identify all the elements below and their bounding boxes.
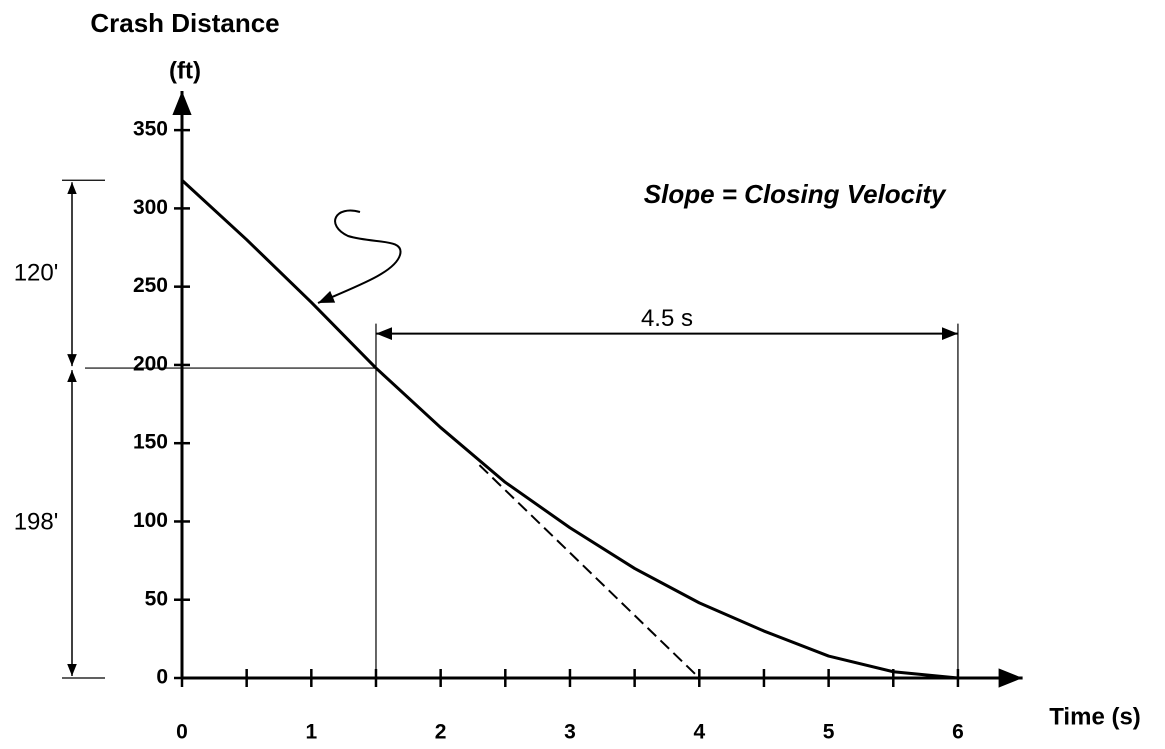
x-tick-label: 5: [823, 721, 835, 744]
x-axis-label: Time (s): [1049, 703, 1141, 730]
y-tick-label: 250: [133, 274, 168, 297]
y-tick-label: 300: [133, 196, 168, 219]
x-tick-label: 0: [176, 721, 188, 744]
x-tick-label: 1: [305, 721, 317, 744]
y-axis-label: (ft): [169, 57, 201, 84]
y-tick-label: 200: [133, 352, 168, 375]
y-tick-label: 0: [156, 666, 168, 689]
x-tick-label: 6: [952, 721, 964, 744]
line: [478, 464, 700, 679]
y-axis-label: Crash Distance: [90, 8, 279, 38]
dimension-label: 198': [14, 508, 59, 535]
y-tick-label: 150: [133, 431, 168, 454]
x-tick-label: 4: [693, 721, 705, 744]
y-tick-label: 50: [145, 587, 168, 610]
y-tick-label: 350: [133, 118, 168, 141]
dimension-label: 120': [14, 259, 59, 286]
line: [180, 179, 959, 680]
annotation: Slope = Closing Velocity: [644, 179, 947, 209]
y-tick-label: 100: [133, 509, 168, 532]
squiggle-arrow: [317, 209, 402, 304]
x-tick-label: 2: [435, 721, 447, 744]
dimension-label: 4.5 s: [641, 305, 693, 332]
x-tick-label: 3: [564, 721, 576, 744]
